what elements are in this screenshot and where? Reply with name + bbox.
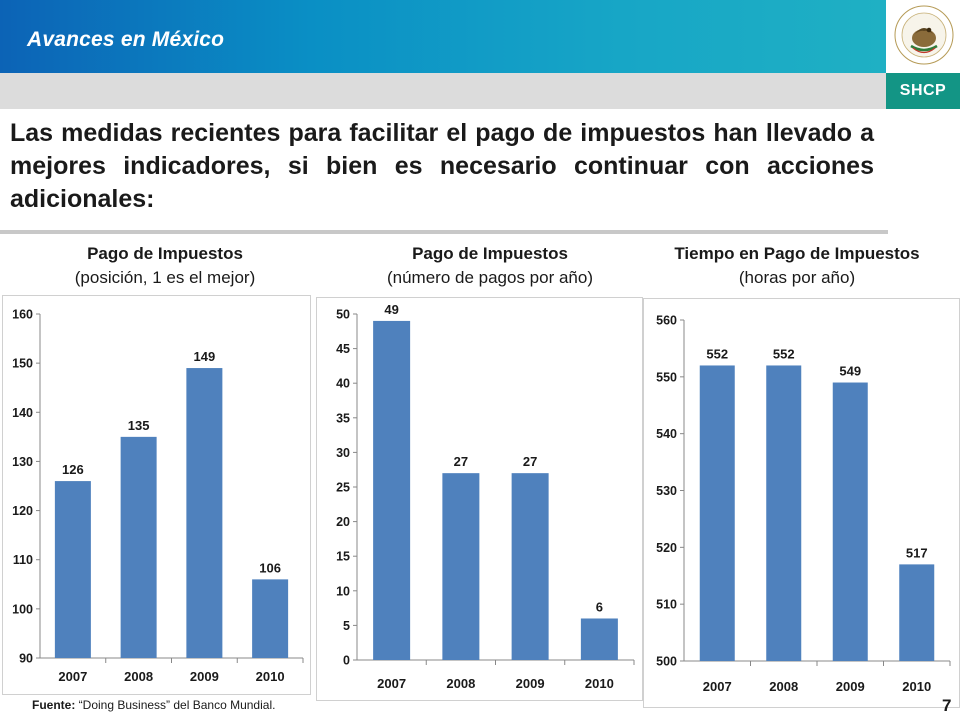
- y-tick-label: 30: [336, 446, 350, 460]
- x-tick-label: 2007: [58, 669, 87, 684]
- chart2-panel: 0 5 10 15 20 25 30 35 40 45 50 49 2007 27 2008 27 2009 6 2…: [316, 297, 643, 701]
- bar-2010: [899, 564, 935, 661]
- x-tick-label: 2010: [256, 669, 285, 684]
- x-tick-label: 2007: [377, 676, 406, 691]
- bar-2008: [442, 473, 480, 660]
- data-label: 552: [706, 346, 728, 361]
- data-label: 27: [523, 454, 537, 469]
- y-tick-label: 520: [656, 541, 677, 555]
- chart2-subtitle: (número de pagos por año): [386, 268, 594, 287]
- y-tick-label: 90: [19, 652, 33, 666]
- bar-2008: [766, 365, 802, 661]
- divider: [0, 230, 888, 234]
- y-tick-label: 130: [12, 455, 33, 469]
- x-tick-label: 2008: [124, 669, 153, 684]
- chart2-title: Pago de Impuestos: [412, 244, 568, 263]
- x-tick-label: 2009: [836, 679, 865, 694]
- y-tick-label: 540: [656, 427, 677, 441]
- chart1-heading: Pago de Impuestos (posición, 1 es el mej…: [20, 242, 310, 290]
- y-tick-label: 100: [12, 602, 33, 616]
- data-label: 106: [259, 560, 281, 575]
- y-tick-label: 150: [12, 357, 33, 371]
- chart3-title: Tiempo en Pago de Impuestos: [674, 244, 920, 263]
- y-tick-label: 120: [12, 504, 33, 518]
- data-label: 135: [128, 418, 150, 433]
- data-label: 6: [596, 599, 603, 614]
- chart2-heading: Pago de Impuestos (número de pagos por a…: [340, 242, 640, 290]
- y-tick-label: 45: [336, 342, 350, 356]
- source-text: “Doing Business” del Banco Mundial.: [75, 698, 276, 712]
- y-tick-label: 0: [343, 654, 350, 668]
- y-tick-label: 510: [656, 598, 677, 612]
- y-tick-label: 5: [343, 619, 350, 633]
- y-tick-label: 40: [336, 377, 350, 391]
- bar-2009: [186, 368, 223, 658]
- bar-2008: [120, 436, 157, 658]
- y-tick-label: 110: [13, 553, 33, 567]
- x-tick-label: 2007: [703, 679, 732, 694]
- y-tick-label: 25: [336, 481, 350, 495]
- chart1-subtitle: (posición, 1 es el mejor): [74, 268, 256, 287]
- data-label: 552: [773, 346, 795, 361]
- x-tick-label: 2009: [190, 669, 219, 684]
- chart1-svg: 90 100 110 120 130 140 150 160 126 2007 135 2008 149…: [12, 308, 304, 684]
- x-tick-label: 2008: [769, 679, 798, 694]
- y-tick-label: 530: [656, 484, 677, 498]
- bar-2010: [580, 618, 618, 660]
- chart3-subtitle: (horas por año): [738, 268, 856, 287]
- chart2-svg: 0 5 10 15 20 25 30 35 40 45 50 49 2007 27 2008 27 2009 6 2…: [336, 302, 635, 691]
- header-subband: [0, 73, 886, 109]
- y-tick-label: 140: [12, 406, 33, 420]
- chart1-title: Pago de Impuestos: [87, 244, 243, 263]
- bar-2007: [699, 365, 735, 661]
- shcp-brand: SHCP: [886, 73, 960, 109]
- y-tick-label: 500: [656, 655, 677, 669]
- x-tick-label: 2010: [585, 676, 614, 691]
- source-note: Fuente: “Doing Business” del Banco Mundi…: [32, 698, 275, 712]
- bar-2010: [252, 579, 289, 658]
- data-label: 149: [194, 349, 216, 364]
- bar-2009: [832, 382, 868, 661]
- y-tick-label: 160: [12, 308, 33, 322]
- page-number: 7: [942, 696, 952, 715]
- data-label: 27: [454, 454, 468, 469]
- national-seal-icon: [894, 5, 954, 65]
- headline: Las medidas recientes para facilitar el …: [10, 119, 874, 213]
- data-label: 49: [384, 302, 398, 317]
- y-tick-label: 20: [336, 515, 350, 529]
- x-tick-label: 2009: [516, 676, 545, 691]
- y-tick-label: 10: [336, 584, 350, 598]
- y-tick-label: 550: [656, 370, 677, 384]
- y-tick-label: 560: [656, 314, 677, 328]
- data-label: 517: [906, 545, 928, 560]
- chart3-heading: Tiempo en Pago de Impuestos (horas por a…: [638, 242, 956, 290]
- y-tick-label: 35: [336, 411, 350, 425]
- y-tick-label: 15: [336, 550, 350, 564]
- header-band: [0, 0, 886, 73]
- x-tick-label: 2010: [902, 679, 931, 694]
- data-label: 126: [62, 462, 84, 477]
- bar-2009: [511, 473, 549, 660]
- chart3-svg: 500 510 520 530 540 550 560 552 2007 552 2008 549 20…: [656, 314, 951, 694]
- chart3-panel: 500 510 520 530 540 550 560 552 2007 552 2008 549 20…: [643, 298, 960, 708]
- data-label: 549: [839, 364, 861, 379]
- section-title: Avances en México: [27, 28, 225, 51]
- bar-2007: [54, 481, 91, 658]
- chart1-panel: 90 100 110 120 130 140 150 160 126 2007 135 2008 149…: [2, 295, 311, 695]
- source-label: Fuente:: [32, 698, 76, 712]
- x-tick-label: 2008: [446, 676, 475, 691]
- y-tick-label: 50: [336, 308, 350, 322]
- bar-2007: [373, 320, 411, 660]
